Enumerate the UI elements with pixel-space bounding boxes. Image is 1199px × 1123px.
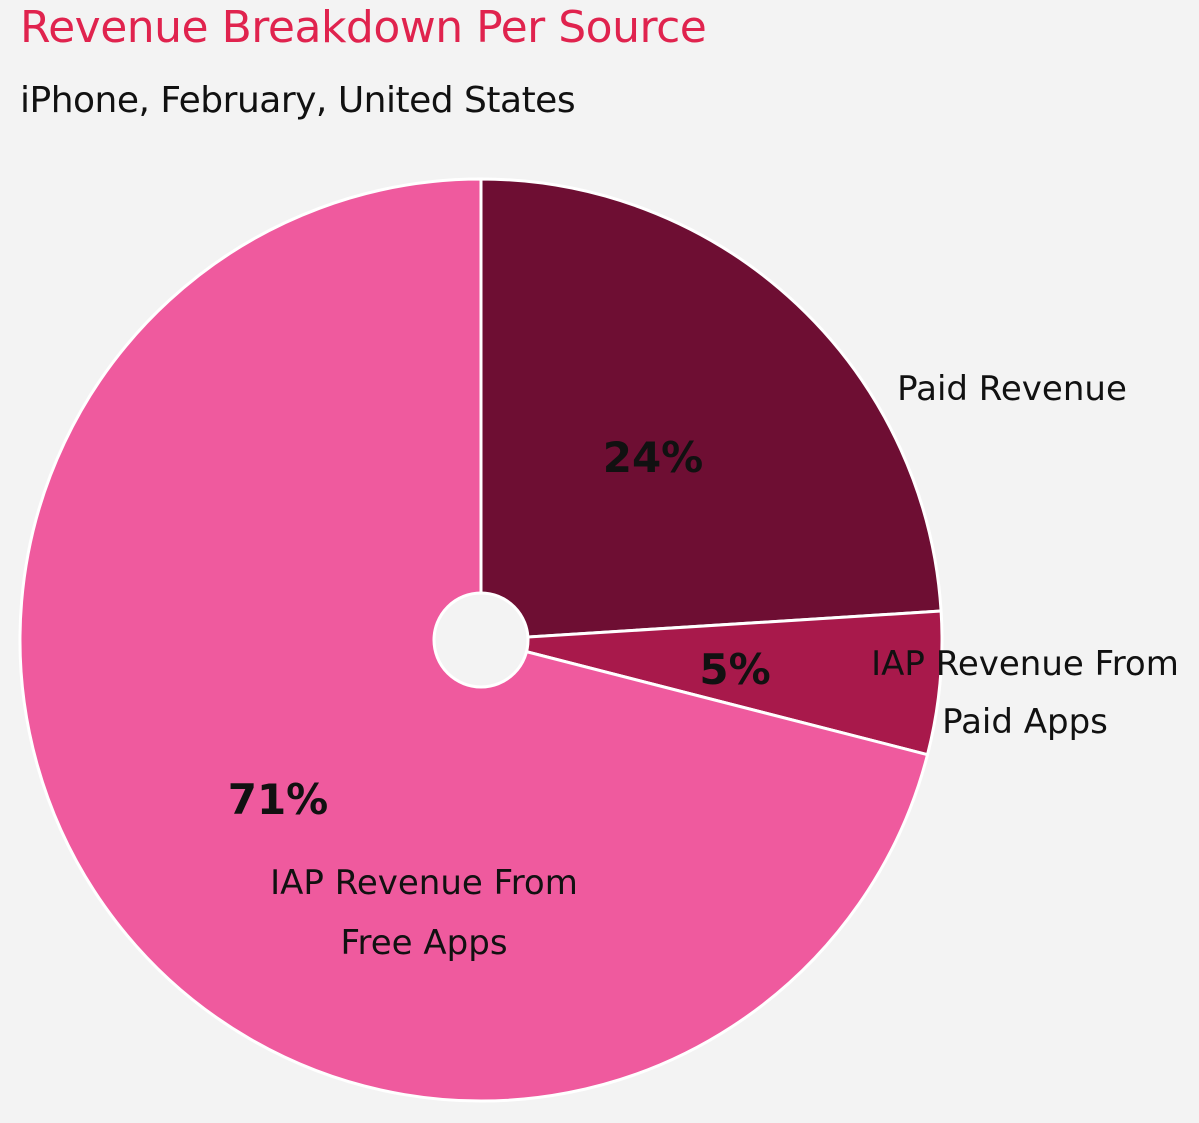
pie-slice [479,177,943,642]
donut-hole [432,591,530,689]
slice-category-label: IAP Revenue From Paid Apps [871,644,1179,742]
slice-value-label: 24% [603,433,704,482]
pie-slice [479,609,944,757]
chart-title: Revenue Breakdown Per Source [20,2,707,53]
slice-value-label: 71% [228,775,329,824]
chart-subtitle: iPhone, February, United States [20,80,576,121]
slice-category-label: IAP Revenue From Free Apps [270,863,578,963]
slice-category-label: Paid Revenue [897,369,1127,409]
slice-value-label: 5% [699,645,770,694]
